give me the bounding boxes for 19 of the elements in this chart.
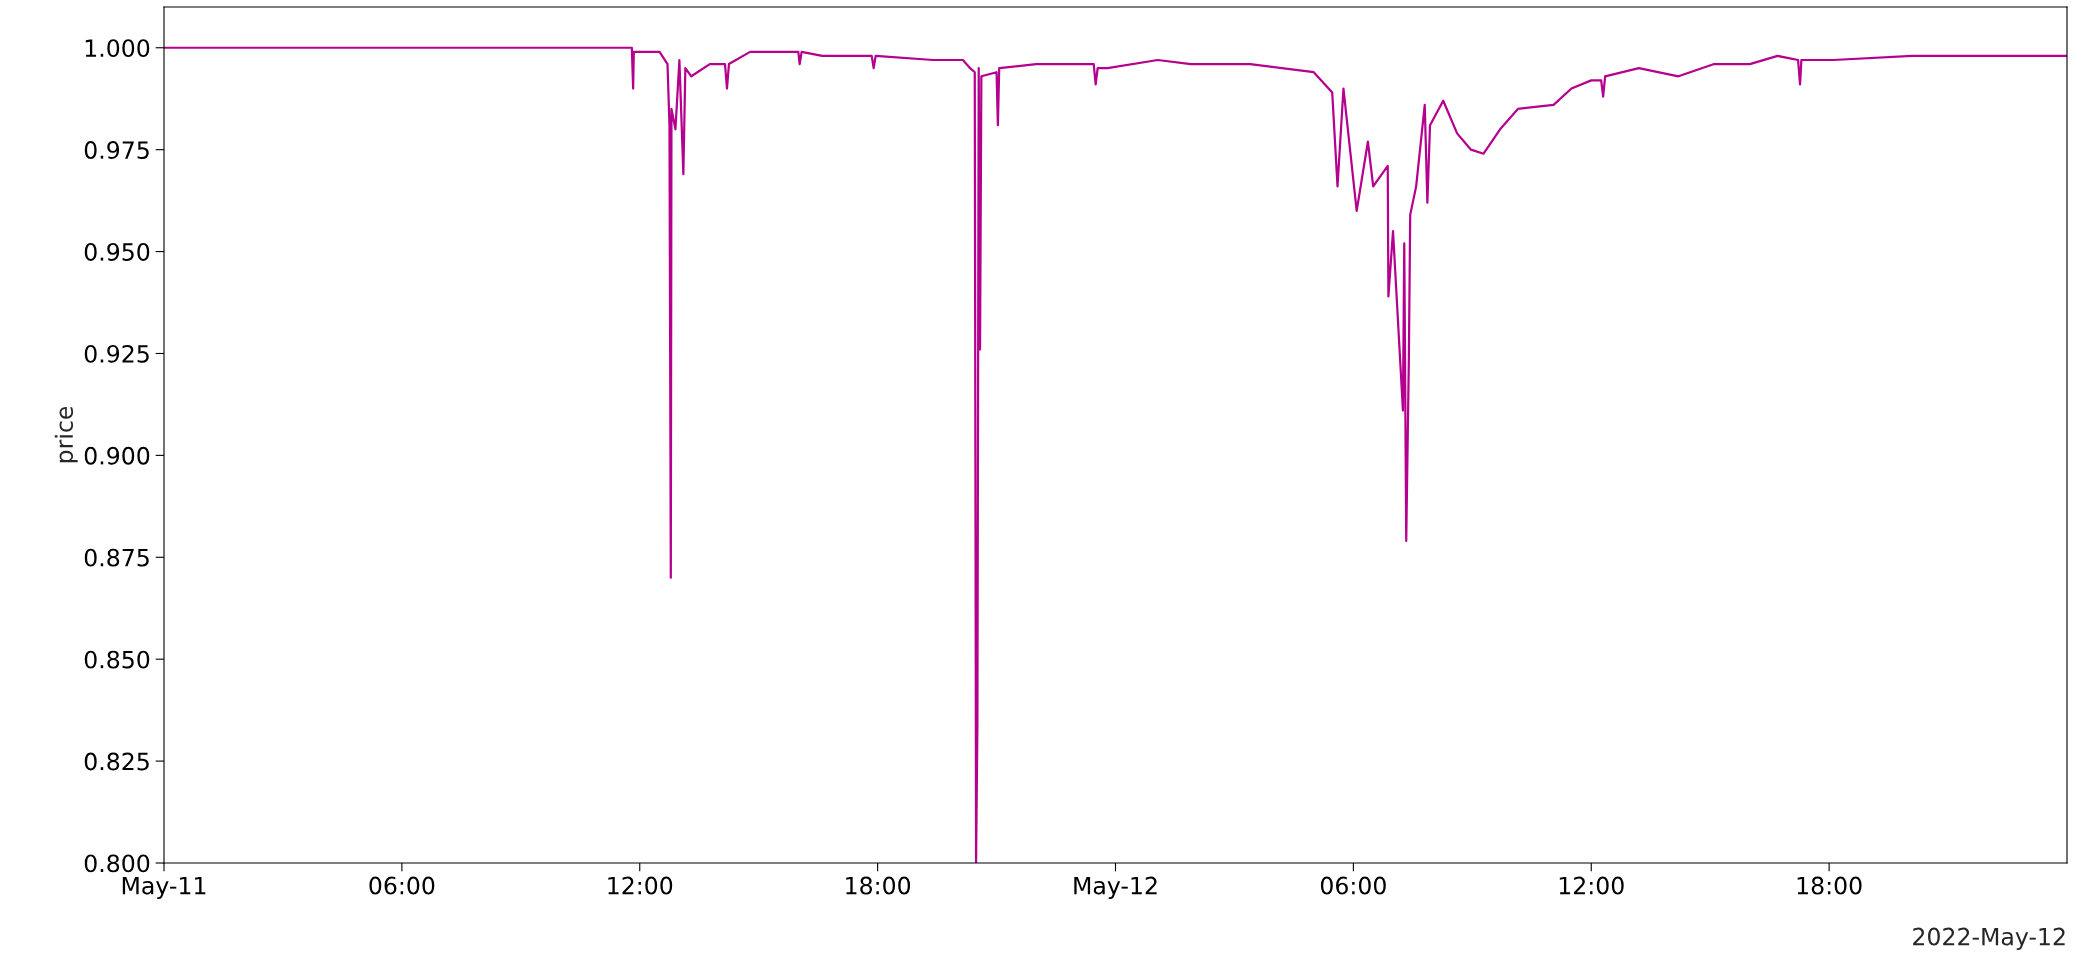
y-axis-title: price — [54, 406, 78, 463]
x-tick-label: 12:00 — [608, 876, 673, 895]
y-tick-label: 0.825 — [84, 752, 149, 771]
x-tick-label: 06:00 — [1320, 876, 1386, 895]
x-tick-label: May-11 — [122, 876, 206, 900]
y-tick-label: 0.875 — [84, 548, 149, 567]
x-tick-label: 06:00 — [369, 876, 435, 895]
x-tick-label: May-12 — [1074, 876, 1157, 900]
text: 2022-May-12 — [1913, 927, 2065, 951]
y-tick-label: 0.925 — [84, 344, 149, 363]
y-tick-label: 0.950 — [84, 243, 150, 261]
x-tick-label: 18:00 — [1797, 876, 1862, 895]
y-tick-label: 0.975 — [84, 141, 149, 159]
x-tick-label: 18:00 — [846, 876, 911, 895]
y-tick-label: 0.850 — [84, 650, 150, 669]
x-tick-label: 12:00 — [1559, 876, 1624, 895]
y-tick-label: 1.000 — [85, 39, 150, 58]
y-tick-label: 0.800 — [84, 854, 150, 873]
y-tick-label: 0.900 — [84, 446, 150, 465]
